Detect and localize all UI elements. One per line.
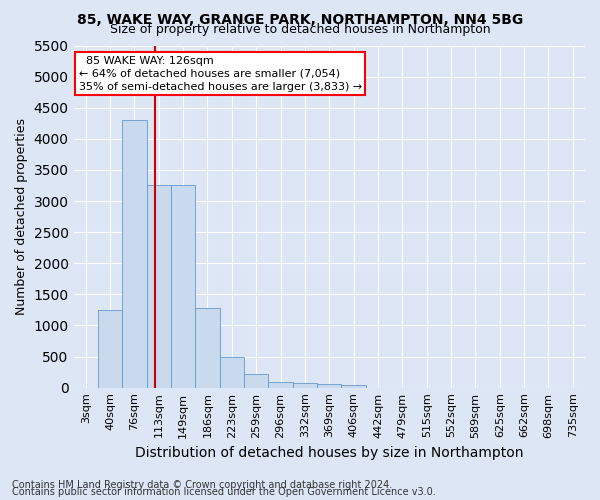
Text: Contains HM Land Registry data © Crown copyright and database right 2024.: Contains HM Land Registry data © Crown c…	[12, 480, 392, 490]
Bar	[171, 186, 196, 388]
Bar	[341, 385, 366, 388]
Bar	[220, 357, 244, 388]
Bar	[244, 374, 268, 388]
Bar	[122, 120, 146, 388]
Text: 85, WAKE WAY, GRANGE PARK, NORTHAMPTON, NN4 5BG: 85, WAKE WAY, GRANGE PARK, NORTHAMPTON, …	[77, 12, 523, 26]
X-axis label: Distribution of detached houses by size in Northampton: Distribution of detached houses by size …	[135, 446, 524, 460]
Y-axis label: Number of detached properties: Number of detached properties	[15, 118, 28, 315]
Text: Size of property relative to detached houses in Northampton: Size of property relative to detached ho…	[110, 22, 490, 36]
Bar	[196, 308, 220, 388]
Bar	[146, 186, 171, 388]
Text: Contains public sector information licensed under the Open Government Licence v3: Contains public sector information licen…	[12, 487, 436, 497]
Bar	[268, 382, 293, 388]
Text: 85 WAKE WAY: 126sqm  
← 64% of detached houses are smaller (7,054)
35% of semi-d: 85 WAKE WAY: 126sqm ← 64% of detached ho…	[79, 56, 362, 92]
Bar	[293, 383, 317, 388]
Bar	[317, 384, 341, 388]
Bar	[98, 310, 122, 388]
